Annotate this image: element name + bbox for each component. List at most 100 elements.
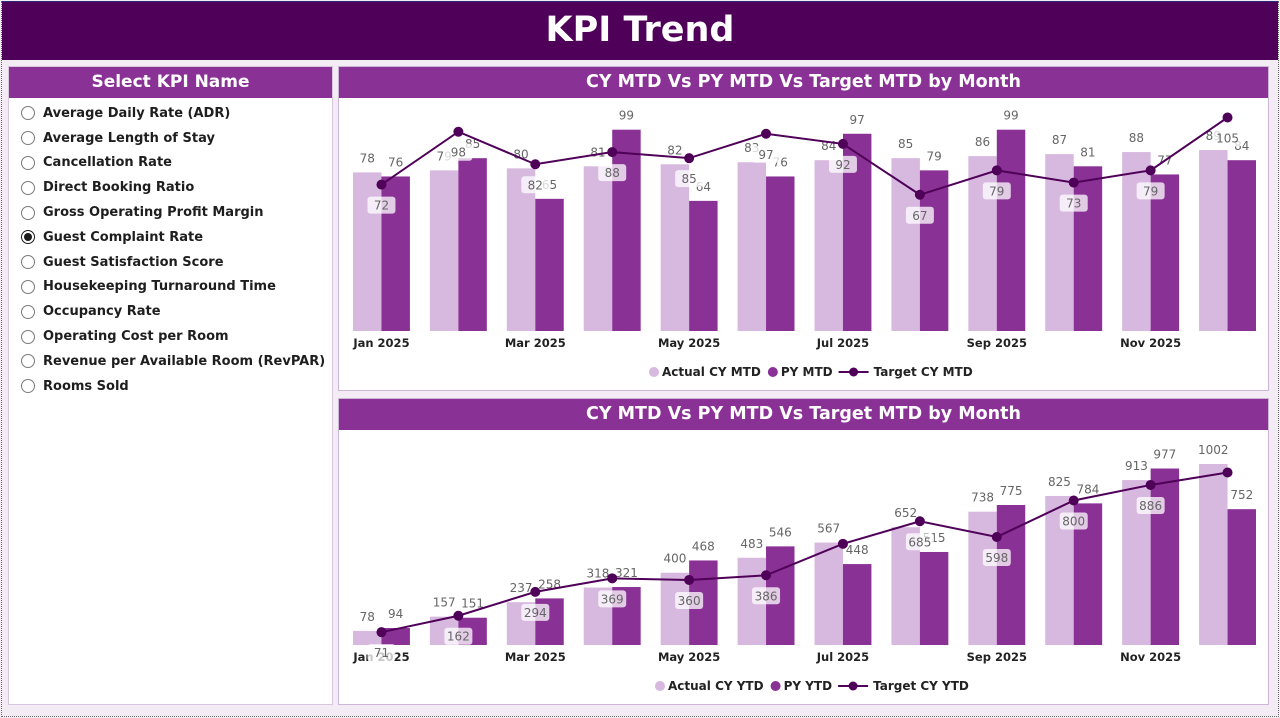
slicer-item[interactable]: Guest Complaint Rate: [9, 225, 332, 250]
slicer-item[interactable]: Gross Operating Profit Margin: [9, 200, 332, 225]
bar-actual[interactable]: [891, 158, 920, 331]
bar-py[interactable]: [381, 628, 410, 645]
target-point[interactable]: [1222, 467, 1233, 478]
data-label-actual: 738: [971, 491, 994, 505]
legend-actual-label[interactable]: Actual CY MTD: [662, 365, 761, 379]
bar-py[interactable]: [919, 551, 949, 645]
bar-actual[interactable]: [1199, 150, 1228, 331]
data-label-py: 448: [846, 543, 869, 557]
bar-actual[interactable]: [1122, 152, 1151, 331]
bar-actual[interactable]: [583, 166, 613, 331]
legend-actual-label[interactable]: Actual CY YTD: [668, 679, 764, 693]
bar-py[interactable]: [535, 198, 564, 331]
radio-unselected-icon[interactable]: [21, 155, 35, 170]
radio-unselected-icon[interactable]: [21, 205, 35, 220]
slicer-item[interactable]: Cancellation Rate: [9, 151, 332, 176]
target-point[interactable]: [607, 573, 618, 584]
bar-py[interactable]: [1227, 160, 1257, 331]
target-point[interactable]: [761, 570, 772, 581]
slicer-item[interactable]: Occupancy Rate: [9, 299, 332, 324]
target-point[interactable]: [1145, 479, 1156, 490]
bar-py[interactable]: [766, 176, 795, 331]
target-point[interactable]: [991, 531, 1002, 542]
bar-actual[interactable]: [968, 156, 997, 331]
target-point[interactable]: [530, 586, 541, 597]
legend-target-label[interactable]: Target CY MTD: [874, 365, 973, 379]
target-point[interactable]: [837, 538, 848, 549]
slicer-item[interactable]: Revenue per Available Room (RevPAR): [9, 349, 332, 374]
target-point[interactable]: [914, 516, 925, 527]
bar-actual[interactable]: [814, 542, 843, 645]
target-label-bg: [1136, 182, 1165, 200]
radio-unselected-icon[interactable]: [21, 279, 35, 294]
bar-actual[interactable]: [814, 160, 843, 331]
bar-py[interactable]: [1073, 166, 1103, 331]
x-tick-label: Sep 2025: [967, 336, 1027, 350]
slicer-item[interactable]: Direct Booking Ratio: [9, 175, 332, 200]
bar-py[interactable]: [842, 564, 872, 645]
radio-unselected-icon[interactable]: [21, 180, 35, 195]
radio-unselected-icon[interactable]: [21, 106, 35, 121]
target-point[interactable]: [1068, 495, 1079, 506]
target-point[interactable]: [530, 159, 541, 170]
target-point[interactable]: [1068, 177, 1079, 188]
target-label-bg: [444, 143, 473, 161]
target-point[interactable]: [376, 627, 387, 638]
bar-actual[interactable]: [506, 168, 536, 331]
bar-py[interactable]: [1227, 509, 1257, 645]
x-tick-label: Nov 2025: [1120, 336, 1181, 350]
legend-target-label[interactable]: Target CY YTD: [873, 679, 969, 693]
target-point[interactable]: [607, 147, 618, 158]
target-label-bg: [1059, 194, 1088, 212]
bar-actual[interactable]: [429, 170, 459, 331]
target-point[interactable]: [1145, 165, 1156, 176]
bar-actual[interactable]: [352, 630, 382, 645]
bar-py[interactable]: [612, 129, 641, 331]
target-point[interactable]: [684, 153, 695, 164]
target-point[interactable]: [1222, 112, 1233, 123]
target-point[interactable]: [837, 138, 848, 149]
slicer-item[interactable]: Average Length of Stay: [9, 126, 332, 151]
slicer-item-label: Cancellation Rate: [43, 155, 172, 171]
slicer-item[interactable]: Housekeeping Turnaround Time: [9, 275, 332, 300]
radio-unselected-icon[interactable]: [21, 131, 35, 146]
bar-py[interactable]: [1150, 174, 1180, 331]
slicer-item[interactable]: Operating Cost per Room: [9, 324, 332, 349]
bar-actual[interactable]: [1199, 464, 1228, 645]
radio-selected-icon[interactable]: [21, 230, 35, 245]
bar-actual[interactable]: [737, 162, 767, 331]
target-point[interactable]: [914, 189, 925, 200]
bar-actual[interactable]: [660, 164, 690, 331]
target-point[interactable]: [761, 128, 772, 139]
radio-unselected-icon[interactable]: [21, 255, 35, 270]
bar-py[interactable]: [1150, 468, 1180, 645]
x-tick-label: Mar 2025: [505, 336, 566, 350]
target-point[interactable]: [991, 165, 1002, 176]
slicer-item[interactable]: Guest Satisfaction Score: [9, 250, 332, 275]
legend-py-label[interactable]: PY YTD: [784, 679, 833, 693]
bar-py[interactable]: [689, 200, 718, 331]
bar-py[interactable]: [996, 129, 1026, 331]
target-point[interactable]: [453, 610, 464, 621]
bar-py[interactable]: [458, 158, 487, 331]
chart-legend: Actual CY MTD PY MTD Target CY MTD: [649, 365, 973, 379]
radio-unselected-icon[interactable]: [21, 329, 35, 344]
bar-py[interactable]: [919, 170, 949, 331]
slicer-item-label: Occupancy Rate: [43, 304, 161, 320]
data-label-py: 76: [388, 155, 403, 169]
target-point[interactable]: [453, 126, 464, 137]
bar-py[interactable]: [996, 505, 1026, 645]
target-label-bg: [752, 587, 781, 605]
radio-unselected-icon[interactable]: [21, 379, 35, 394]
target-point[interactable]: [376, 179, 387, 190]
radio-unselected-icon[interactable]: [21, 304, 35, 319]
target-point[interactable]: [684, 574, 695, 585]
slicer-item[interactable]: Rooms Sold: [9, 374, 332, 399]
data-label-target: 79: [1143, 184, 1158, 198]
data-label-target: 105: [1216, 132, 1239, 146]
target-label-bg: [367, 644, 396, 662]
bar-actual[interactable]: [352, 172, 382, 331]
slicer-item[interactable]: Average Daily Rate (ADR): [9, 101, 332, 126]
legend-py-label[interactable]: PY MTD: [781, 365, 833, 379]
radio-unselected-icon[interactable]: [21, 354, 35, 369]
